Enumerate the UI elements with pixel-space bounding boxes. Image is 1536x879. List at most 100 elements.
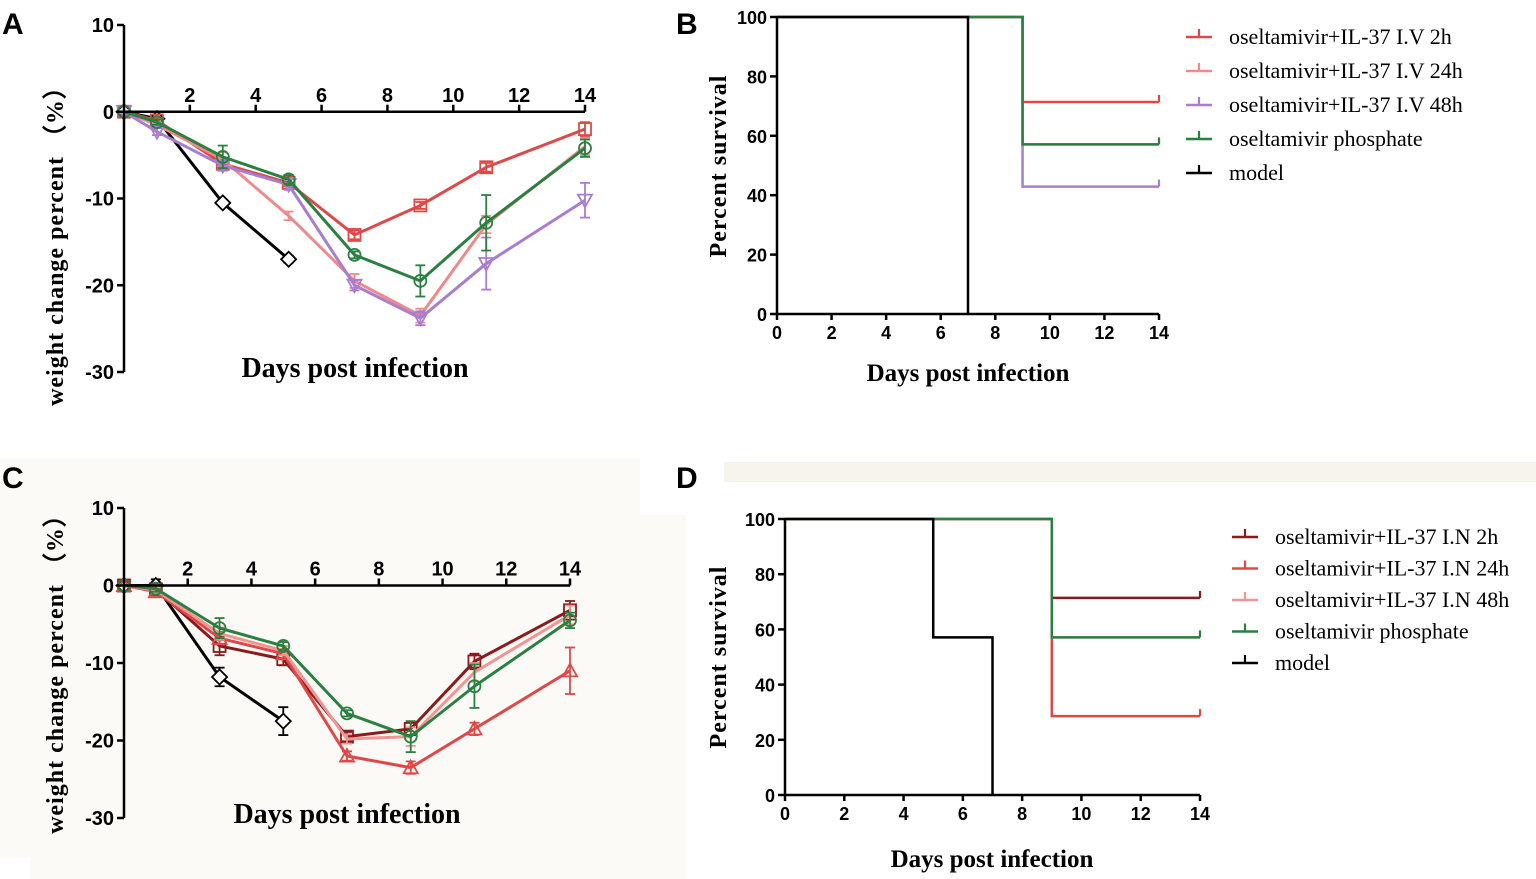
legend-item-oseltamivir-il-37-i-n-24h: oseltamivir+IL-37 I.N 24h: [1232, 556, 1509, 581]
series-line-oseltamivir-il-37-i-v-48h: [123, 110, 586, 320]
legend-label: oseltamivir+IL-37 I.V 2h: [1229, 24, 1452, 49]
data-point-model: [274, 712, 293, 730]
data-point-oseltamivir-phosphate: [578, 141, 592, 156]
panel-d-background-strip: [724, 462, 1536, 482]
survival-chart-d: 0 20 40 60 80 100 0 2 4 6 8 10 12 14 Days post infecti…: [706, 510, 1509, 873]
chart-a-ytick-label: -30: [85, 362, 114, 384]
chart-c-xtick-label: 10: [431, 559, 453, 581]
chart-d-xtick-label: 14: [1190, 804, 1210, 824]
chart-c-ytick-label: -10: [85, 653, 114, 675]
chart-c-xtick-label: 14: [559, 559, 582, 581]
data-point-oseltamivir-il-37-i-v-2h: [347, 228, 362, 242]
chart-a-xtick-label: 8: [382, 85, 393, 107]
panel-c-background-edge: [640, 515, 686, 879]
survival-line-oseltamivir-il-37-i-n-48h: [785, 517, 1200, 639]
series-oseltamivir-phosphate: [117, 578, 577, 754]
chart-a-x-axis-label: Days post infection: [241, 353, 469, 384]
series-model: [115, 102, 298, 268]
data-point-oseltamivir-phosphate: [467, 679, 482, 694]
chart-c-x-axis-label: Days post infection: [233, 799, 461, 830]
data-point-oseltamivir-il-37-i-v-48h: [411, 311, 429, 328]
data-point-oseltamivir-phosphate: [212, 621, 227, 636]
series-oseltamivir-il-37-i-v-2h: [117, 104, 592, 242]
chart-b-y-axis-label: Percent survival: [706, 75, 732, 258]
weight-chart-a: 10 0 -10 -20 -30 2 4 6 8 10 12 14 Days post infectio…: [42, 15, 597, 406]
chart-d-ytick-label: 80: [755, 565, 775, 585]
legend-label: oseltamivir+IL-37 I.V 48h: [1229, 92, 1463, 117]
chart-d-xtick-label: 12: [1131, 804, 1151, 824]
panel-label-c: C: [2, 462, 24, 495]
series-line-oseltamivir-phosphate: [123, 110, 586, 283]
data-point-oseltamivir-phosphate: [479, 215, 494, 230]
chart-a-xtick-label: 14: [574, 85, 597, 107]
legend-label: oseltamivir+IL-37 I.V 24h: [1229, 58, 1463, 83]
data-point-oseltamivir-phosphate: [340, 706, 354, 721]
legend-item-oseltamivir-il-37-i-v-48h: oseltamivir+IL-37 I.V 48h: [1186, 92, 1463, 117]
legend-item-oseltamivir-il-37-i-n-2h: oseltamivir+IL-37 I.N 2h: [1232, 524, 1498, 549]
panel-label-a: A: [2, 8, 24, 41]
legend-item-oseltamivir-phosphate: oseltamivir phosphate: [1232, 619, 1469, 644]
chart-b-xtick-label: 4: [881, 323, 891, 343]
chart-d-xtick-label: 0: [780, 804, 790, 824]
chart-d-y-axis-label: Percent survival: [706, 566, 732, 749]
data-point-model: [210, 668, 229, 686]
data-point-oseltamivir-il-37-i-n-24h: [338, 747, 356, 763]
panel-c-background: [0, 458, 640, 858]
chart-b-x-axis-label: Days post infection: [867, 360, 1070, 387]
chart-c-ytick-label: 10: [92, 498, 114, 520]
chart-a-xtick-label: 10: [442, 85, 464, 107]
series-line-oseltamivir-il-37-i-v-2h: [123, 110, 586, 237]
panel-c-background-bottom: [30, 855, 640, 879]
legend-label: model: [1275, 650, 1330, 675]
chart-b-xtick-label: 10: [1040, 323, 1060, 343]
survival-line-oseltamivir-phosphate: [785, 517, 1200, 639]
chart-b-ytick-label: 0: [757, 305, 767, 325]
chart-c-ytick-label: 0: [103, 576, 114, 598]
chart-d-xtick-label: 10: [1071, 804, 1091, 824]
chart-d-ytick-label: 60: [755, 620, 775, 640]
chart-b-xtick-label: 14: [1149, 323, 1169, 343]
chart-a-ytick-label: 0: [103, 102, 114, 124]
series-oseltamivir-phosphate: [117, 104, 592, 298]
data-point-model: [279, 250, 298, 268]
chart-d-ytick-label: 100: [745, 510, 775, 530]
chart-a-ytick-label: 10: [92, 15, 114, 37]
chart-c-xtick-label: 2: [182, 559, 193, 581]
chart-d-xtick-label: 2: [839, 804, 849, 824]
series-line-oseltamivir-il-37-i-n-48h: [123, 584, 571, 741]
series-line-model: [123, 110, 290, 261]
chart-d-ytick-label: 40: [755, 676, 775, 696]
survival-line-oseltamivir-il-37-i-n-2h: [785, 517, 1200, 600]
panel-label-d: D: [676, 462, 698, 495]
series-line-oseltamivir-il-37-i-v-24h: [123, 110, 586, 318]
legend-label: oseltamivir+IL-37 I.N 2h: [1275, 524, 1498, 549]
chart-d-xtick-label: 6: [958, 804, 968, 824]
chart-c-xtick-label: 8: [373, 559, 384, 581]
legend-item-oseltamivir-phosphate: oseltamivir phosphate: [1186, 126, 1423, 151]
legend-label: oseltamivir phosphate: [1275, 619, 1469, 644]
data-point-oseltamivir-il-37-i-v-2h: [578, 122, 592, 136]
data-point-oseltamivir-il-37-i-n-24h: [402, 758, 420, 775]
chart-a-xtick-label: 2: [184, 85, 195, 107]
chart-b-xtick-label: 0: [772, 323, 782, 343]
chart-b-xtick-label: 2: [827, 323, 837, 343]
survival-line-model: [785, 517, 994, 795]
chart-c-xtick-label: 12: [495, 559, 517, 581]
data-point-oseltamivir-il-37-i-v-48h: [576, 193, 594, 210]
chart-b-ytick-label: 20: [747, 246, 767, 266]
chart-d-xtick-label: 4: [899, 804, 909, 824]
chart-b-ytick-label: 60: [747, 127, 767, 147]
chart-d-ytick-label: 0: [765, 786, 775, 806]
chart-d-ytick-label: 20: [755, 731, 775, 751]
survival-line-model: [777, 15, 970, 314]
legend-item-oseltamivir-il-37-i-n-48h: oseltamivir+IL-37 I.N 48h: [1232, 587, 1509, 612]
data-point-oseltamivir-il-37-i-v-48h: [345, 278, 364, 295]
survival-chart-b: 0 20 40 60 80 100 0 2 4 6 8 10 12 14 Days post infecti…: [706, 8, 1463, 387]
data-point-oseltamivir-phosphate: [215, 149, 230, 164]
data-point-oseltamivir-il-37-i-n-24h: [465, 720, 483, 736]
data-point-oseltamivir-phosphate: [413, 274, 428, 288]
chart-d-xtick-label: 8: [1017, 804, 1027, 824]
chart-a-xtick-label: 6: [316, 85, 327, 107]
series-line-oseltamivir-phosphate: [123, 584, 571, 739]
legend-item-oseltamivir-il-37-i-v-24h: oseltamivir+IL-37 I.V 24h: [1186, 58, 1463, 83]
